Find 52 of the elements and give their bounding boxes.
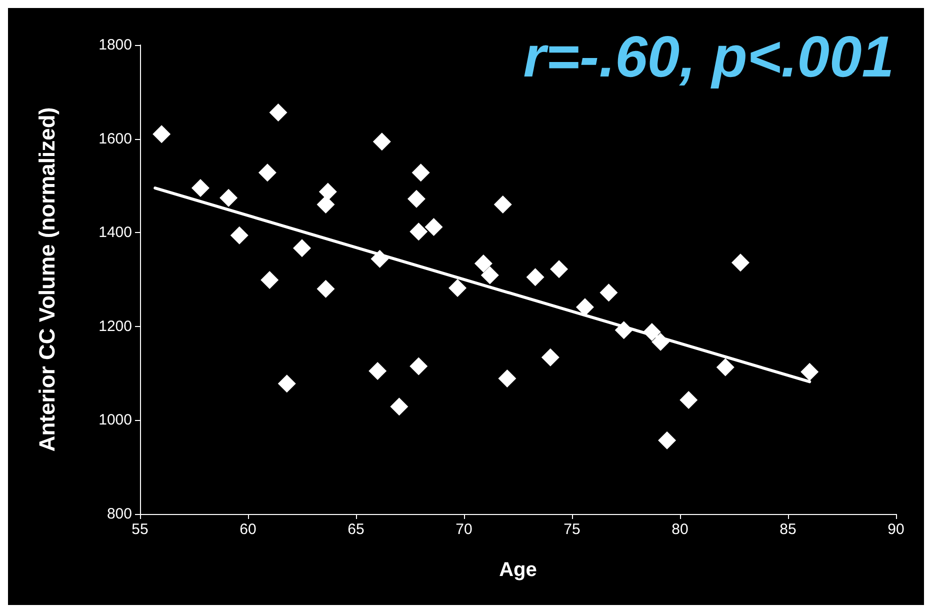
annotation: r=-.60, p<.001 [523,24,894,90]
x-tick-label: 55 [132,521,148,538]
point [410,357,428,376]
point [494,195,512,214]
x-tick-label: 85 [780,521,796,538]
point [260,270,279,289]
point [541,348,560,366]
point [269,104,288,122]
point [412,164,430,182]
point [498,369,516,388]
y-tick-label: 1600 [98,130,132,148]
point [390,398,408,416]
y-tick-label: 1000 [98,412,132,429]
point [716,358,734,376]
point [278,374,296,393]
point [600,284,618,302]
point [424,218,443,236]
x-tick-label: 65 [348,521,364,538]
point [680,391,698,410]
point [368,362,387,380]
point [318,182,337,201]
point [448,278,467,297]
point [407,190,426,208]
x-tick-label: 60 [240,521,256,538]
point [230,226,248,244]
point [658,431,676,450]
point [316,195,335,214]
point [576,298,594,316]
point [191,179,210,198]
point [480,266,499,284]
x-tick-label: 90 [888,521,904,538]
point [220,188,238,207]
point [152,125,171,144]
point [372,132,391,151]
x-tick-label: 75 [564,521,580,538]
point [526,268,544,286]
y-tick-label: 1200 [98,318,132,335]
point [474,254,492,273]
x-tick-label: 70 [456,521,472,538]
point [293,239,311,258]
y-axis-title: Anterior CC Volume (normalized) [34,107,60,452]
y-tick-label: 1800 [98,36,132,54]
point [800,362,819,381]
point [550,260,568,278]
y-tick-label: 1400 [98,224,132,242]
y-tick-label: 800 [106,506,132,522]
point [410,222,428,241]
point [258,164,276,182]
x-tick-label: 80 [672,521,688,538]
x-axis-title: Age [499,559,537,581]
point [316,280,335,298]
point [731,254,750,272]
